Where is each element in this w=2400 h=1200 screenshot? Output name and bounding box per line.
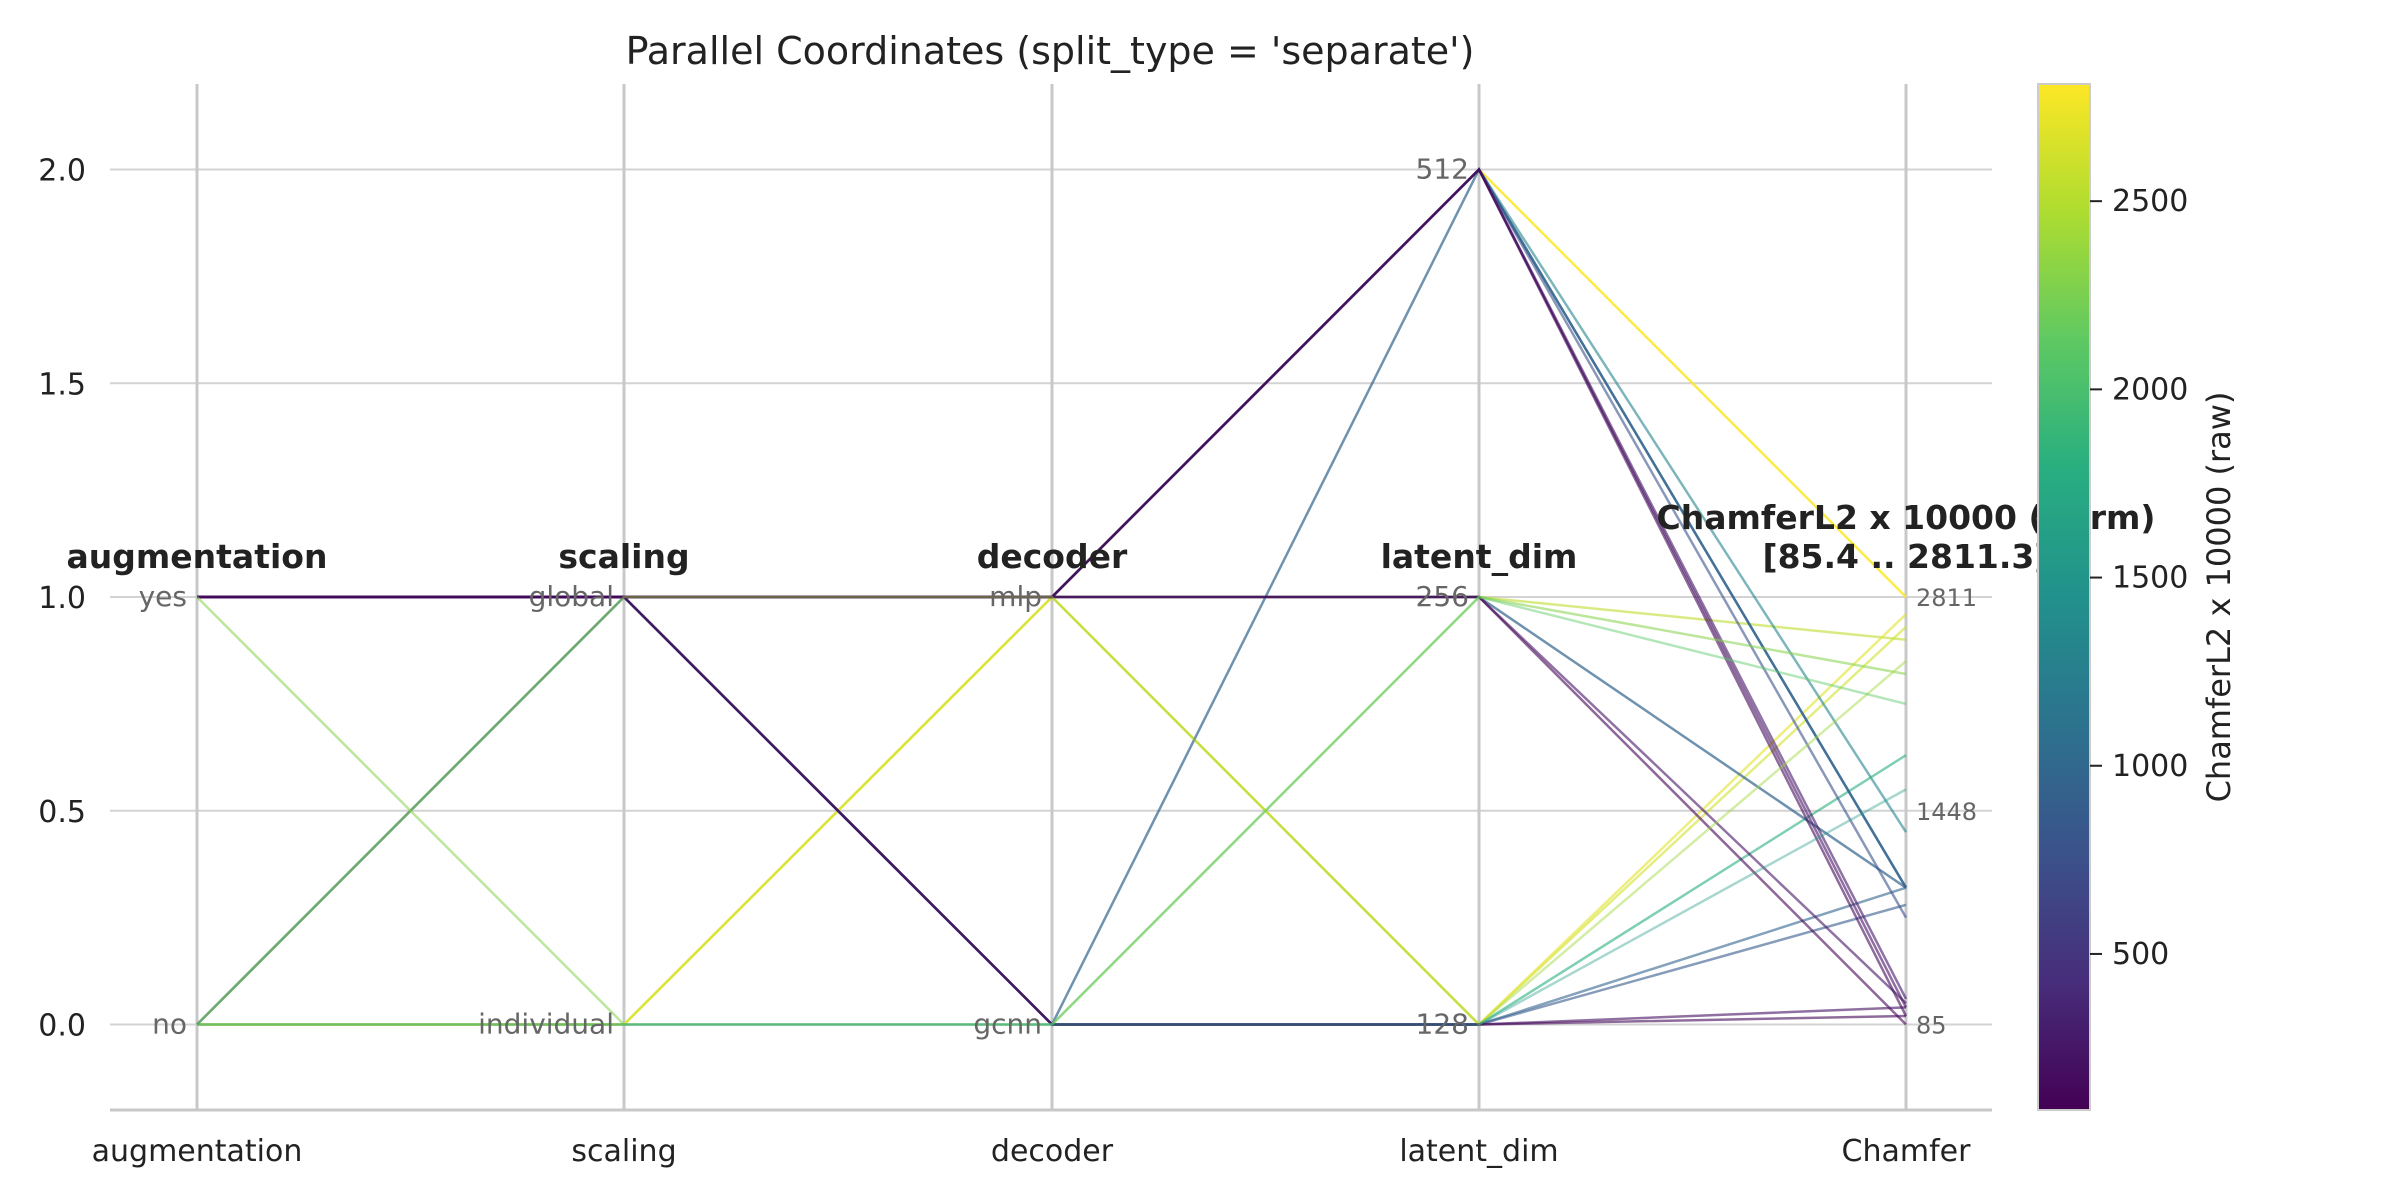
colorbar-tick-label: 1500 — [2112, 561, 2188, 596]
axis-tick-label-augmentation: yes — [139, 580, 187, 613]
axis-header-decoder: decoder — [977, 537, 1128, 576]
axis-header-augmentation: augmentation — [67, 537, 328, 576]
axis-header-scaling: scaling — [558, 537, 689, 576]
y-tick-label: 2.0 — [38, 154, 86, 189]
grid-layer: 0.0 0.5 1.0 1.5 2.0 — [38, 154, 1992, 1112]
colorbar-tick-label: 1000 — [2112, 749, 2188, 784]
axis-tick-label-decoder: mlp — [989, 580, 1042, 613]
y-tick-label: 1.5 — [38, 367, 86, 402]
colorbar-ticks: 500 1000 1500 2000 2500 — [2090, 184, 2188, 972]
y-tick-label: 0.0 — [38, 1009, 86, 1044]
colorbar-gradient — [2037, 83, 2091, 1111]
x-axis-label-decoder: decoder — [991, 1134, 1114, 1169]
chart-title: Parallel Coordinates (split_type = 'sepa… — [626, 29, 1475, 73]
series-line-19 — [196, 595, 1907, 1026]
axis-header-latent_dim: latent_dim — [1381, 537, 1578, 576]
colorbar-tick-label: 2500 — [2112, 184, 2188, 219]
series-line-22 — [197, 788, 1907, 1026]
axis-tick-label-latent_dim: 512 — [1416, 153, 1469, 186]
colorbar-label: ChamferL2 x 10000 (raw) — [2200, 392, 2238, 803]
x-axis-label-scaling: scaling — [571, 1134, 676, 1169]
axis-tick-label-Chamfer: 1448 — [1916, 798, 1977, 826]
axis-tick-label-Chamfer: 85 — [1916, 1012, 1947, 1040]
axis-tick-label-scaling: individual — [478, 1008, 614, 1041]
axis-tick-label-augmentation: no — [152, 1008, 187, 1041]
y-tick-label: 1.0 — [38, 581, 86, 616]
series-line-21 — [197, 595, 1907, 1026]
axis-header-range-Chamfer: [85.4 .. 2811.3] — [1763, 537, 2050, 576]
series-line-20 — [196, 595, 1907, 1027]
axis-tick-label-latent_dim: 128 — [1416, 1008, 1469, 1041]
x-axis-label-latent_dim: latent_dim — [1399, 1134, 1558, 1169]
y-tick-label: 0.5 — [38, 795, 86, 830]
x-axis-label-Chamfer: Chamfer — [1842, 1134, 1972, 1169]
series-lines — [196, 166, 1908, 1027]
axis-tick-label-decoder: gcnn — [973, 1008, 1042, 1041]
axis-tick-label-Chamfer: 2811 — [1916, 584, 1977, 612]
colorbar: 500 1000 1500 2000 2500 ChamferL2 x 10000 (r… — [2037, 83, 2238, 1111]
colorbar-tick-label: 500 — [2112, 937, 2169, 972]
axis-tick-label-latent_dim: 256 — [1416, 580, 1469, 613]
x-axis-label-augmentation: augmentation — [92, 1134, 303, 1169]
axis-tick-label-scaling: global — [529, 580, 614, 613]
colorbar-tick-label: 2000 — [2112, 372, 2188, 407]
